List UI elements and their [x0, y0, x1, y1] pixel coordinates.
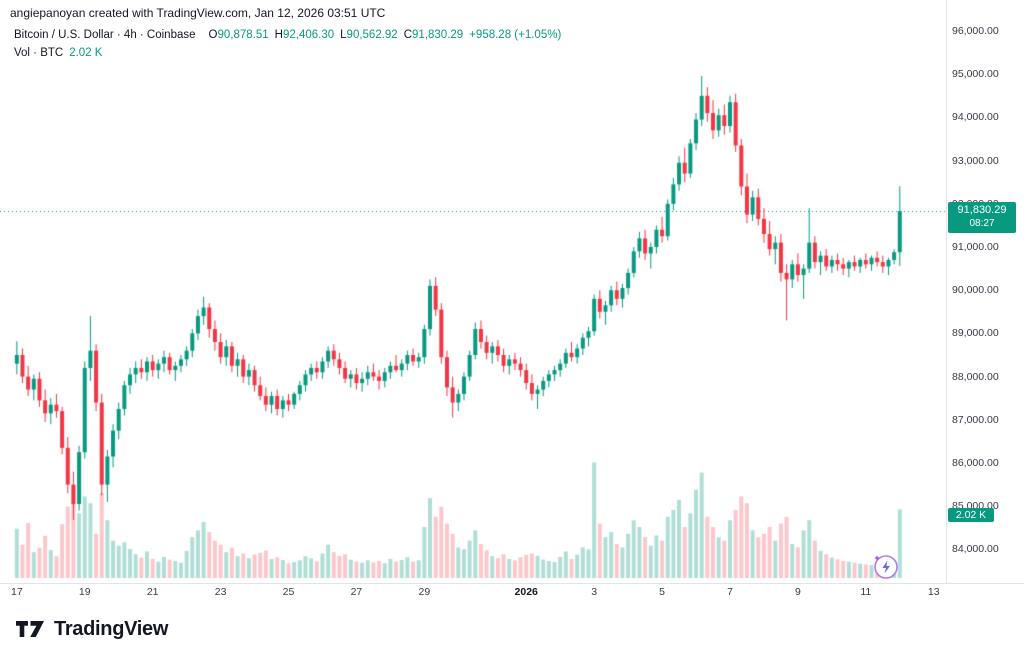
- high-label: H: [274, 29, 283, 41]
- price-tick-label: 84,000.00: [952, 543, 999, 556]
- price-tick-label: 93,000.00: [952, 154, 999, 167]
- candle-countdown: 08:27: [969, 217, 995, 229]
- volume-axis-badge: 2.02 K: [948, 508, 994, 522]
- time-tick-label: 9: [794, 586, 801, 598]
- time-tick-label: 19: [78, 586, 91, 598]
- open-value: 90,878.51: [217, 29, 269, 41]
- time-axis-separator: [0, 583, 1024, 584]
- price-tick-label: 95,000.00: [952, 68, 999, 81]
- time-tick-label: 21: [146, 586, 159, 598]
- price-tick-label: 90,000.00: [952, 284, 999, 297]
- tradingview-logo-mark: [16, 621, 44, 637]
- low-value: 90,562.92: [346, 29, 398, 41]
- time-tick-label: 27: [350, 586, 363, 598]
- tradingview-logo-text: TradingView: [54, 618, 169, 640]
- high-value: 92,406.30: [282, 29, 335, 41]
- time-axis[interactable]: 17 19 21 23 25 27 29 2026 3 5 7 9 11 13: [0, 586, 946, 604]
- volume-legend: Vol · BTC 2.02 K: [14, 47, 102, 59]
- chart-canvas[interactable]: [0, 0, 946, 583]
- time-tick-label: 3: [591, 586, 598, 598]
- price-tick-label: 96,000.00: [952, 25, 999, 37]
- open-label: O: [208, 29, 218, 41]
- symbol-title[interactable]: Bitcoin / U.S. Dollar · 4h · Coinbase: [14, 29, 196, 41]
- time-tick-label: 11: [860, 586, 872, 598]
- symbol-legend: Bitcoin / U.S. Dollar · 4h · Coinbase O90…: [14, 29, 561, 41]
- price-tick-label: 88,000.00: [952, 370, 999, 383]
- low-label: L: [340, 29, 347, 41]
- price-tick-label: 86,000.00: [952, 457, 999, 469]
- time-tick-label: 25: [282, 586, 295, 598]
- watermark-attribution: angiepanoyan created with TradingView.co…: [10, 6, 386, 20]
- time-tick-label: 23: [214, 586, 227, 598]
- price-axis[interactable]: 96,000.0095,000.0094,000.0093,000.0092,0…: [948, 0, 1024, 583]
- close-label: C: [403, 29, 413, 41]
- time-tick-label: 5: [659, 586, 665, 598]
- lightning-trade-icon[interactable]: [870, 551, 900, 581]
- tradingview-logo[interactable]: TradingView: [16, 618, 168, 641]
- time-tick-label: 13: [927, 586, 940, 598]
- price-axis-separator: [946, 0, 947, 583]
- close-value: 91,830.29: [412, 29, 464, 41]
- price-tick-label: 89,000.00: [952, 327, 999, 340]
- last-price-value: 91,830.29: [957, 204, 1007, 217]
- volume-value: 2.02 K: [69, 47, 103, 59]
- price-tick-label: 87,000.00: [952, 413, 999, 426]
- time-tick-label: 17: [10, 586, 23, 598]
- volume-label[interactable]: Vol · BTC: [14, 47, 64, 59]
- change-value: +958.28 (+1.05%): [469, 29, 562, 41]
- last-price-badge: 91,830.29 08:27: [948, 202, 1016, 234]
- time-tick-label: 7: [727, 586, 733, 598]
- time-tick-label: 2026: [514, 586, 538, 598]
- time-tick-label: 29: [418, 586, 431, 598]
- price-tick-label: 91,000.00: [952, 241, 999, 253]
- price-tick-label: 94,000.00: [952, 111, 999, 124]
